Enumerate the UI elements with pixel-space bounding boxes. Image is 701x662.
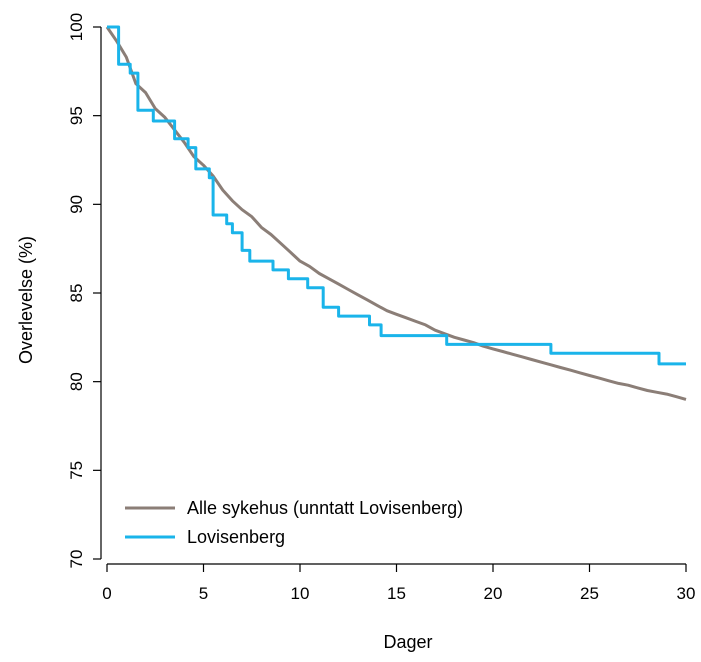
y-tick-label: 80 [67,372,86,391]
x-tick-label: 25 [580,584,599,603]
y-axis: 70 75 80 85 90 95 100 [67,13,102,569]
x-axis-title: Dager [383,632,432,652]
y-tick-label: 95 [67,106,86,125]
y-tick-label: 85 [67,284,86,303]
series-line-0 [105,26,687,401]
y-axis-title: Overlevelse (%) [16,236,36,364]
y-tick-label: 100 [67,13,86,41]
x-axis: 0 5 10 15 20 25 30 [102,563,696,603]
legend-label-1: Lovisenberg [187,527,285,547]
y-tick-label: 90 [67,195,86,214]
x-tick-label: 15 [387,584,406,603]
x-tick-label: 30 [677,584,696,603]
x-tick-label: 0 [102,584,111,603]
legend: Alle sykehus (unntatt Lovisenberg) Lovise… [125,498,463,547]
x-tick-label: 5 [199,584,208,603]
series-layer [105,25,687,401]
y-tick-label: 75 [67,461,86,480]
x-tick-label: 10 [291,584,310,603]
legend-label-0: Alle sykehus (unntatt Lovisenberg) [187,498,463,518]
y-tick-label: 70 [67,550,86,569]
series-line-1 [107,25,686,366]
x-tick-label: 20 [484,584,503,603]
